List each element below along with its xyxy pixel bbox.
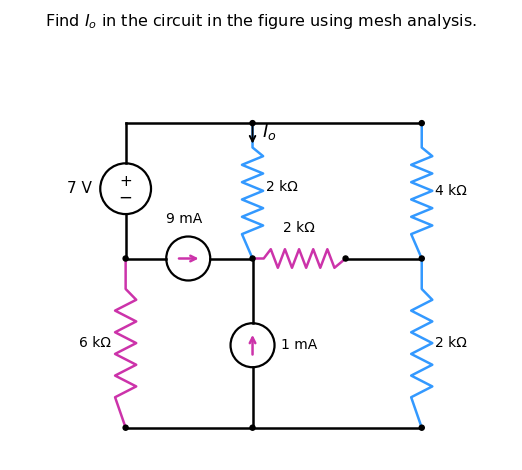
Text: 2 kΩ: 2 kΩ — [283, 221, 315, 235]
Circle shape — [419, 256, 424, 261]
Text: +: + — [119, 174, 132, 189]
Text: 2 kΩ: 2 kΩ — [435, 336, 467, 350]
Text: 1 mA: 1 mA — [281, 338, 317, 352]
Circle shape — [250, 256, 255, 261]
Circle shape — [250, 425, 255, 430]
Text: 9 mA: 9 mA — [166, 212, 202, 226]
Circle shape — [123, 256, 128, 261]
Text: −: − — [118, 188, 133, 206]
Text: 7 V: 7 V — [67, 181, 92, 196]
Text: Find $I_o$ in the circuit in the figure using mesh analysis.: Find $I_o$ in the circuit in the figure … — [45, 12, 477, 31]
Text: $I_o$: $I_o$ — [262, 122, 276, 142]
Text: 4 kΩ: 4 kΩ — [435, 184, 467, 198]
Text: 6 kΩ: 6 kΩ — [79, 336, 111, 350]
Circle shape — [343, 256, 348, 261]
Circle shape — [419, 425, 424, 430]
Circle shape — [419, 121, 424, 125]
Text: 2 kΩ: 2 kΩ — [266, 180, 298, 194]
Circle shape — [123, 425, 128, 430]
Circle shape — [250, 121, 255, 125]
